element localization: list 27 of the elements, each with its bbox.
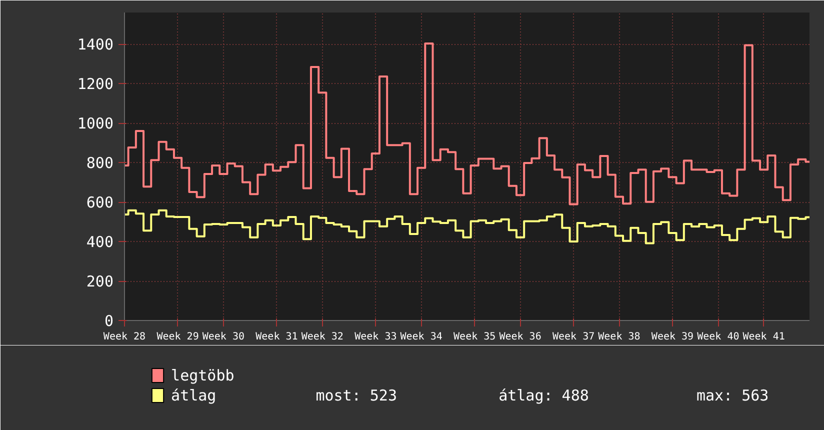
y-tick-label: 200 bbox=[86, 272, 114, 291]
text: max: 563 bbox=[696, 386, 769, 404]
x-tick-label: Week 35 bbox=[454, 332, 496, 342]
y-tick-label: 1000 bbox=[77, 114, 114, 133]
x-tick-label: Week 36 bbox=[499, 332, 542, 342]
x-tick-label: Week 29 bbox=[156, 332, 199, 342]
x-tick-label: Week 33 bbox=[354, 332, 397, 342]
y-tick-label: 1400 bbox=[77, 36, 114, 54]
x-tick-label: Week 40 bbox=[697, 332, 740, 342]
x-tick-label: Week 31 bbox=[256, 332, 298, 342]
x-tick-label: Week 41 bbox=[742, 332, 785, 342]
y-tick-label: 400 bbox=[86, 233, 114, 252]
text: most: 523 bbox=[316, 386, 397, 404]
x-tick-label: Week 30 bbox=[202, 332, 245, 342]
y-tick-label: 1200 bbox=[77, 75, 114, 94]
x-tick-label: Week 28 bbox=[103, 332, 146, 342]
y-tick-label: 0 bbox=[104, 312, 114, 330]
x-tick-label: Week 32 bbox=[301, 332, 344, 342]
x-tick-label: Week 39 bbox=[651, 332, 694, 342]
x-tick-label: Week 37 bbox=[552, 332, 595, 342]
legend-label: legtöbb bbox=[171, 366, 234, 384]
text: átlag: 488 bbox=[498, 386, 589, 404]
y-tick-label: 600 bbox=[86, 194, 114, 212]
y-tick-label: 800 bbox=[86, 154, 114, 172]
legend-label: átlag bbox=[171, 386, 216, 404]
x-tick-label: Week 34 bbox=[400, 332, 442, 342]
x-tick-label: Week 38 bbox=[598, 332, 640, 342]
